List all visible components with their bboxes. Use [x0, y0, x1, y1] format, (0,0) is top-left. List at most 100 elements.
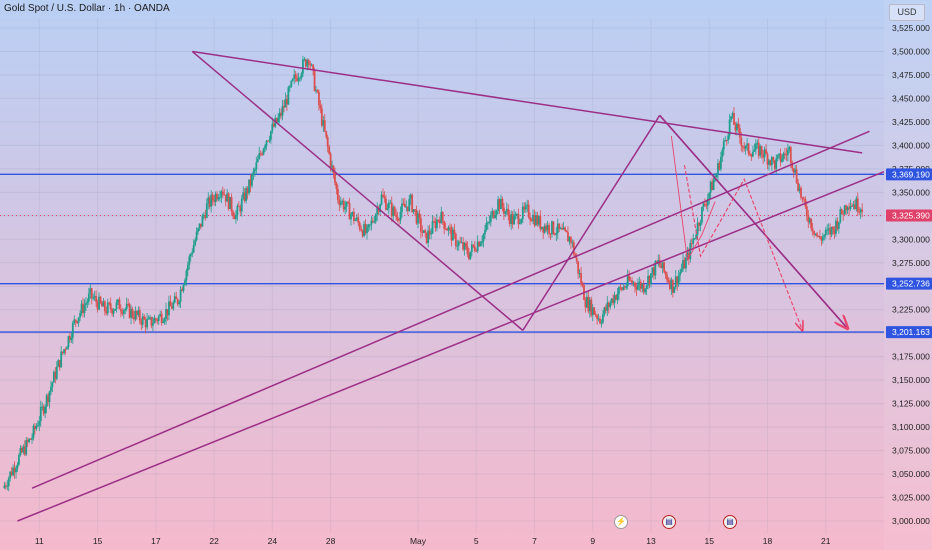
candle-body [556, 223, 559, 234]
candle-body [468, 253, 470, 259]
price-tick-label: 3,300.000 [892, 234, 930, 244]
candle-body [32, 425, 35, 438]
candle-body [548, 224, 550, 234]
candle-body [572, 242, 575, 255]
candle-body [138, 310, 141, 321]
candle-body [833, 229, 836, 234]
candle-body [217, 197, 220, 200]
candle-body [357, 217, 360, 223]
projection-arrows[interactable] [659, 114, 848, 330]
candle-body [271, 123, 274, 132]
candle-body [361, 230, 364, 237]
candle-body [826, 229, 829, 231]
candle-body [770, 157, 773, 166]
candle-body [367, 224, 370, 228]
candle-body [631, 280, 633, 284]
candle-body [820, 238, 823, 241]
candle-body [699, 222, 702, 226]
candle-body [676, 276, 679, 285]
candle-body [382, 194, 384, 197]
candle-body [213, 200, 215, 202]
candle-body [505, 208, 508, 212]
candle-body [77, 317, 80, 324]
price-axis[interactable]: 3,525.000 3,500.000 3,475.000 3,450.000 3,42… [884, 0, 932, 550]
candle-body [564, 227, 566, 231]
candle-body [154, 318, 157, 320]
candle-body [444, 228, 447, 230]
candle-body [64, 349, 67, 351]
candle-body [673, 287, 676, 293]
candle-body [615, 295, 617, 300]
candle-body [433, 221, 435, 223]
candle-body [839, 209, 842, 223]
price-tick-label: 3,125.000 [892, 399, 930, 409]
candle-body [162, 321, 165, 323]
candle-body [737, 123, 740, 129]
candle-body [313, 70, 316, 91]
candle-body [584, 300, 587, 308]
candle-body [106, 302, 109, 314]
candle-body [500, 198, 502, 210]
candle-body [422, 230, 425, 233]
level-price-badge [886, 326, 932, 339]
candle-body [186, 264, 189, 271]
candle-body [128, 303, 131, 318]
candle-body [443, 221, 446, 229]
level-price-badge [886, 277, 932, 290]
candle-body [766, 153, 769, 165]
lightning-event-icon[interactable]: ⚡ [614, 515, 628, 529]
candle-body [42, 406, 45, 414]
candle-body [709, 181, 712, 193]
candle-body [559, 227, 562, 229]
candle-body [744, 145, 747, 149]
candle-body [13, 467, 16, 473]
candle-body [290, 80, 293, 87]
candle-body [856, 198, 859, 212]
price-tick-label: 3,500.000 [892, 46, 930, 56]
currency-button[interactable]: USD [889, 4, 925, 21]
candle-body [535, 215, 537, 226]
candle-body [210, 194, 213, 207]
candle-body [227, 193, 230, 209]
candle-body [693, 238, 696, 240]
candle-body [846, 207, 849, 211]
candle-body [7, 478, 10, 487]
candle-body [320, 108, 323, 126]
candle-body [647, 276, 649, 286]
us-flag-event-icon[interactable]: ▤ [723, 515, 737, 529]
candle-body [377, 208, 380, 212]
candle-body [103, 301, 106, 312]
candle-body [38, 421, 41, 426]
candle-body [83, 305, 86, 314]
candle-body [140, 320, 143, 325]
candle-body [811, 228, 814, 231]
candle-body [269, 131, 272, 140]
us-flag-event-icon[interactable]: ▤ [662, 515, 676, 529]
level-price-badge [886, 168, 932, 181]
candle-body [172, 302, 175, 309]
price-axis-bg [884, 0, 932, 550]
candle-body [60, 351, 63, 368]
candle-body [223, 194, 226, 196]
price-tick-label: 3,025.000 [892, 493, 930, 503]
candle-body [226, 193, 229, 202]
time-axis[interactable]: 11 15 17 22 24 28 May 5 7 9 13 15 18 21 [35, 536, 831, 546]
candle-body [470, 244, 473, 252]
candle-body [79, 312, 81, 318]
candle-body [529, 217, 532, 220]
candle-body [827, 228, 830, 230]
candle-body [401, 203, 403, 212]
candle-body [721, 149, 724, 157]
candle-body [788, 147, 791, 150]
candle-body [261, 153, 264, 155]
candle-body [409, 194, 412, 200]
candle-body [9, 471, 12, 479]
candle-body [555, 233, 558, 235]
trendline [191, 50, 524, 331]
candle-body [792, 168, 795, 173]
candle-body [581, 284, 584, 286]
candle-body [836, 220, 839, 229]
candle-body [181, 289, 183, 291]
candle-body [724, 140, 727, 142]
